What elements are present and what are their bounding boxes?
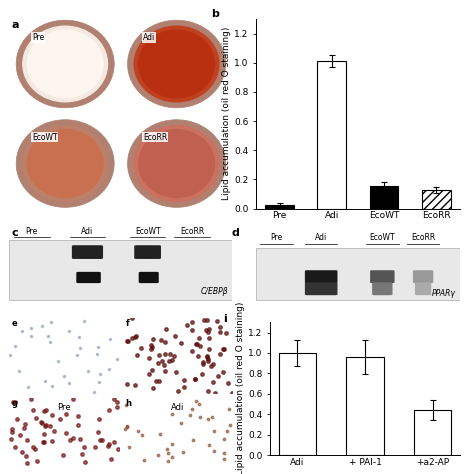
Y-axis label: Lipid accumulation (oil red O staining): Lipid accumulation (oil red O staining): [222, 27, 231, 201]
Text: b: b: [211, 9, 219, 19]
FancyBboxPatch shape: [370, 270, 394, 283]
Circle shape: [27, 30, 103, 98]
Bar: [279, 353, 316, 455]
Circle shape: [16, 20, 114, 108]
Circle shape: [139, 130, 214, 197]
FancyBboxPatch shape: [305, 283, 337, 295]
Text: EcoRR: EcoRR: [143, 133, 167, 142]
Circle shape: [16, 120, 114, 207]
FancyBboxPatch shape: [413, 270, 433, 283]
Text: EcoRR: EcoRR: [411, 233, 435, 242]
Circle shape: [128, 120, 226, 207]
FancyBboxPatch shape: [72, 245, 103, 259]
Text: Pre: Pre: [32, 33, 44, 42]
Text: i: i: [223, 314, 227, 324]
Circle shape: [134, 126, 219, 201]
Circle shape: [139, 30, 214, 98]
Circle shape: [128, 20, 226, 108]
Circle shape: [27, 130, 103, 197]
Y-axis label: Lipid accumulation (oil red O staining): Lipid accumulation (oil red O staining): [237, 302, 246, 474]
Circle shape: [134, 26, 219, 102]
Text: c: c: [12, 228, 18, 237]
FancyBboxPatch shape: [139, 272, 159, 283]
Text: g: g: [12, 400, 18, 409]
Text: h: h: [126, 400, 131, 409]
Text: Pre: Pre: [26, 227, 38, 236]
Text: PPARγ: PPARγ: [432, 290, 456, 299]
Text: EcoWT: EcoWT: [135, 227, 160, 236]
Text: Adi: Adi: [82, 227, 93, 236]
FancyBboxPatch shape: [134, 245, 161, 259]
Text: EcoRR: EcoRR: [180, 227, 204, 236]
Bar: [318, 61, 346, 209]
Text: C/EBPβ: C/EBPβ: [200, 287, 228, 296]
Bar: [265, 205, 294, 209]
Text: d: d: [231, 228, 239, 237]
Text: Adi: Adi: [143, 33, 155, 42]
FancyBboxPatch shape: [305, 270, 337, 283]
Bar: [422, 190, 450, 209]
FancyBboxPatch shape: [9, 240, 232, 300]
Text: Pre: Pre: [57, 402, 71, 411]
Circle shape: [23, 126, 108, 201]
Text: Adi: Adi: [171, 402, 184, 411]
Text: Pre: Pre: [270, 233, 283, 242]
Text: a: a: [12, 20, 19, 30]
FancyBboxPatch shape: [372, 283, 392, 295]
Text: f: f: [126, 319, 129, 328]
Text: EcoWT: EcoWT: [32, 133, 57, 142]
Bar: [414, 410, 451, 455]
FancyBboxPatch shape: [256, 247, 460, 300]
Text: e: e: [12, 319, 18, 328]
Text: Adi: Adi: [315, 233, 328, 242]
FancyBboxPatch shape: [76, 272, 101, 283]
FancyBboxPatch shape: [415, 283, 431, 295]
Bar: [346, 357, 383, 455]
Bar: [370, 186, 398, 209]
Circle shape: [23, 26, 108, 102]
Text: EcoWT: EcoWT: [370, 233, 395, 242]
